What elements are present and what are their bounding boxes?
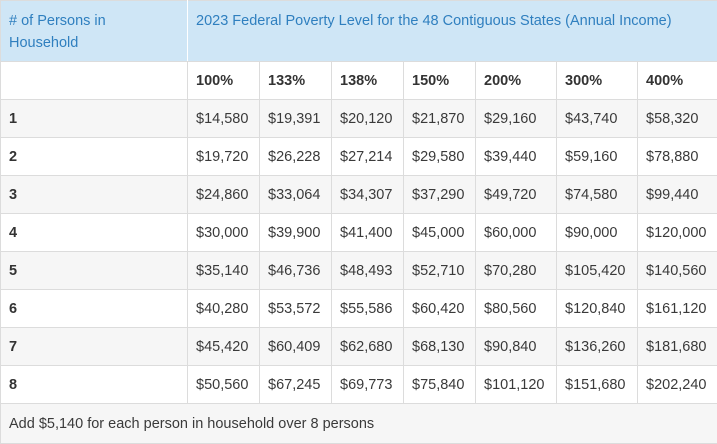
household-size-cell: 3 [1,176,188,214]
income-cell: $67,245 [260,366,332,404]
income-cell: $75,840 [404,366,476,404]
income-cell: $29,160 [476,100,557,138]
empty-corner-cell [1,62,188,100]
footer-row: Add $5,140 for each person in household … [1,404,717,444]
column-header: 400% [638,62,717,100]
income-cell: $27,214 [332,138,404,176]
table-row: 1$14,580$19,391$20,120$21,870$29,160$43,… [1,100,717,138]
income-cell: $43,740 [557,100,638,138]
income-cell: $48,493 [332,252,404,290]
column-header: 133% [260,62,332,100]
income-cell: $46,736 [260,252,332,290]
income-cell: $39,440 [476,138,557,176]
income-cell: $58,320 [638,100,717,138]
income-cell: $62,680 [332,328,404,366]
income-cell: $20,120 [332,100,404,138]
household-size-cell: 2 [1,138,188,176]
income-cell: $14,580 [188,100,260,138]
income-cell: $69,773 [332,366,404,404]
income-cell: $120,000 [638,214,717,252]
income-cell: $99,440 [638,176,717,214]
income-cell: $45,000 [404,214,476,252]
income-cell: $19,391 [260,100,332,138]
column-header: 138% [332,62,404,100]
table-row: 4$30,000$39,900$41,400$45,000$60,000$90,… [1,214,717,252]
column-header: 300% [557,62,638,100]
household-size-cell: 4 [1,214,188,252]
income-cell: $90,000 [557,214,638,252]
income-cell: $29,580 [404,138,476,176]
income-cell: $21,870 [404,100,476,138]
income-cell: $55,586 [332,290,404,328]
income-cell: $60,409 [260,328,332,366]
table-row: 3$24,860$33,064$34,307$37,290$49,720$74,… [1,176,717,214]
income-cell: $33,064 [260,176,332,214]
income-cell: $136,260 [557,328,638,366]
column-header: 100% [188,62,260,100]
footer-note: Add $5,140 for each person in household … [1,404,717,444]
table-row: 6$40,280$53,572$55,586$60,420$80,560$120… [1,290,717,328]
household-size-cell: 6 [1,290,188,328]
income-cell: $101,120 [476,366,557,404]
income-cell: $40,280 [188,290,260,328]
income-cell: $60,000 [476,214,557,252]
income-cell: $80,560 [476,290,557,328]
income-cell: $37,290 [404,176,476,214]
income-cell: $24,860 [188,176,260,214]
income-cell: $49,720 [476,176,557,214]
income-cell: $120,840 [557,290,638,328]
income-cell: $78,880 [638,138,717,176]
column-header: 200% [476,62,557,100]
income-cell: $202,240 [638,366,717,404]
income-cell: $50,560 [188,366,260,404]
column-header: 150% [404,62,476,100]
income-cell: $45,420 [188,328,260,366]
income-cell: $70,280 [476,252,557,290]
income-cell: $30,000 [188,214,260,252]
income-cell: $140,560 [638,252,717,290]
income-cell: $181,680 [638,328,717,366]
household-size-cell: 1 [1,100,188,138]
income-cell: $68,130 [404,328,476,366]
income-cell: $53,572 [260,290,332,328]
income-cell: $161,120 [638,290,717,328]
income-cell: $35,140 [188,252,260,290]
income-cell: $19,720 [188,138,260,176]
income-cell: $151,680 [557,366,638,404]
income-cell: $41,400 [332,214,404,252]
table-title: 2023 Federal Poverty Level for the 48 Co… [188,1,717,62]
income-cell: $60,420 [404,290,476,328]
table-row: 5$35,140$46,736$48,493$52,710$70,280$105… [1,252,717,290]
household-size-cell: 5 [1,252,188,290]
income-cell: $34,307 [332,176,404,214]
income-cell: $26,228 [260,138,332,176]
table-row: 7$45,420$60,409$62,680$68,130$90,840$136… [1,328,717,366]
table-header-row: # of Persons in Household 2023 Federal P… [1,1,717,62]
table-row: 8$50,560$67,245$69,773$75,840$101,120$15… [1,366,717,404]
income-cell: $90,840 [476,328,557,366]
table-row: 2$19,720$26,228$27,214$29,580$39,440$59,… [1,138,717,176]
income-cell: $74,580 [557,176,638,214]
persons-header: # of Persons in Household [1,1,188,62]
household-size-cell: 8 [1,366,188,404]
income-cell: $105,420 [557,252,638,290]
percent-header-row: 100% 133% 138% 150% 200% 300% 400% [1,62,717,100]
income-cell: $59,160 [557,138,638,176]
household-size-cell: 7 [1,328,188,366]
income-cell: $39,900 [260,214,332,252]
income-cell: $52,710 [404,252,476,290]
